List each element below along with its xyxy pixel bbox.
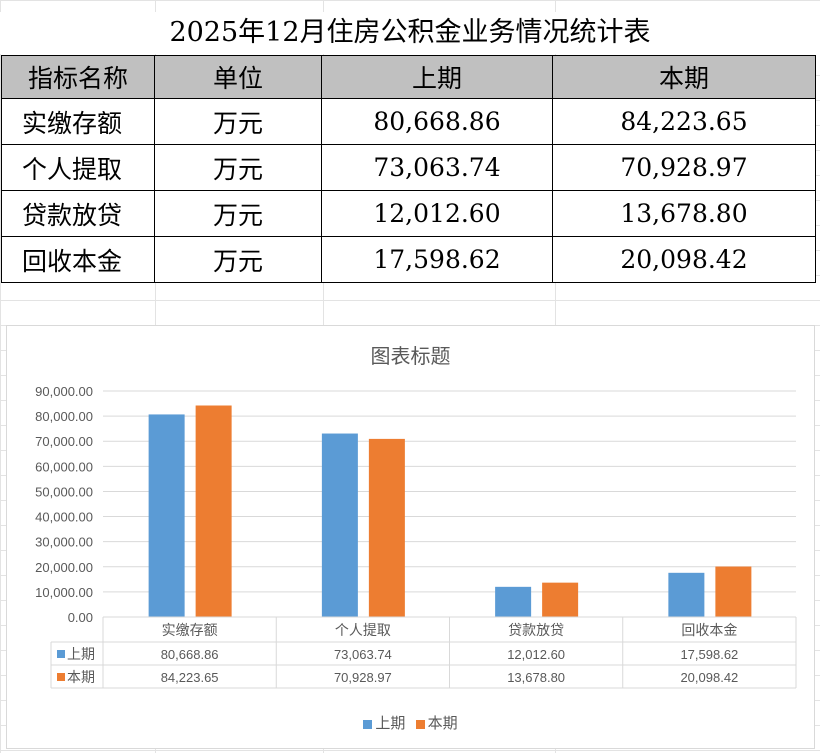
y-tick-label: 80,000.00 [35,409,93,424]
cell[interactable]: 贷款放贷 [1,190,155,237]
bar[interactable] [195,405,232,617]
table-header-row: 指标名称 单位 上期 本期 [1,55,816,99]
x-category-label: 个人提取 [335,622,391,638]
x-category-label: 回收本金 [681,622,737,638]
bar[interactable] [368,438,405,617]
y-tick-label: 0.00 [68,610,93,625]
chart-plot: 0.00 10,000.00 20,000.00 30,000.00 40,000.00… [35,384,797,689]
legend-label: 本期 [427,715,458,732]
sheet-title[interactable]: 2025年12月住房公积金业务情况统计表 [0,12,820,54]
header-cell[interactable]: 指标名称 [1,55,155,99]
cell[interactable]: 12,012.60 [321,190,553,237]
y-tick-label: 20,000.00 [35,560,93,575]
bar[interactable] [668,572,705,617]
legend-swatch-icon [363,719,373,729]
chart-legend[interactable]: 上期 本期 [7,712,814,733]
data-table-value: 12,012.60 [507,647,565,662]
y-tick-label: 60,000.00 [35,459,93,474]
bar[interactable] [542,582,579,617]
data-table-value: 20,098.42 [680,670,738,685]
legend-item: 本期 [415,715,458,732]
cell[interactable]: 回收本金 [1,236,155,283]
y-tick-label: 10,000.00 [35,585,93,600]
cell[interactable]: 17,598.62 [321,236,553,283]
table-row: 回收本金 万元 17,598.62 20,098.42 [1,236,816,283]
header-cell[interactable]: 本期 [552,55,816,99]
cell[interactable]: 80,668.86 [321,98,553,145]
legend-key-icon [57,673,65,681]
bar[interactable] [495,586,532,617]
y-tick-label: 40,000.00 [35,510,93,525]
data-table-value: 73,063.74 [334,647,392,662]
cell[interactable]: 万元 [154,190,322,237]
chart-title[interactable]: 图表标题 [370,346,451,368]
data-table-value: 13,678.80 [507,670,565,685]
cell[interactable]: 万元 [154,144,322,191]
cell[interactable]: 万元 [154,98,322,145]
y-tick-label: 90,000.00 [35,384,93,399]
y-tick-label: 70,000.00 [35,434,93,449]
bar[interactable] [148,414,185,617]
cell[interactable]: 73,063.74 [321,144,553,191]
bar[interactable] [715,566,752,617]
table-row: 实缴存额 万元 80,668.86 84,223.65 [1,98,816,145]
stats-table: 指标名称 单位 上期 本期 实缴存额 万元 80,668.86 84,223.6… [1,55,816,283]
header-cell[interactable]: 单位 [154,55,322,99]
y-tick-label: 30,000.00 [35,535,93,550]
table-row: 贷款放贷 万元 12,012.60 13,678.80 [1,190,816,237]
cell[interactable]: 70,928.97 [552,144,816,191]
cell[interactable]: 实缴存额 [1,98,155,145]
data-table-value: 17,598.62 [680,647,738,662]
cell[interactable]: 个人提取 [1,144,155,191]
y-tick-label: 50,000.00 [35,484,93,499]
table-row: 个人提取 万元 73,063.74 70,928.97 [1,144,816,191]
cell[interactable]: 13,678.80 [552,190,816,237]
bar[interactable] [321,433,358,617]
legend-item: 上期 [363,715,405,732]
legend-key-icon [57,650,65,658]
header-cell[interactable]: 上期 [321,55,553,99]
legend-label: 上期 [375,715,406,732]
legend-swatch-icon [415,719,425,729]
bar-chart[interactable]: 图表标题 0.00 10,000.00 20,000.00 30,000.00 40,0… [6,325,815,749]
data-table-series-label: 上期 [67,646,95,662]
x-category-label: 贷款放贷 [508,622,564,638]
data-table-value: 84,223.65 [161,670,219,685]
data-table-series-label: 本期 [67,669,95,685]
data-table-value: 80,668.86 [161,647,219,662]
x-category-label: 实缴存额 [162,622,218,638]
cell[interactable]: 万元 [154,236,322,283]
cell[interactable]: 84,223.65 [552,98,816,145]
data-table-value: 70,928.97 [334,670,392,685]
cell[interactable]: 20,098.42 [552,236,816,283]
